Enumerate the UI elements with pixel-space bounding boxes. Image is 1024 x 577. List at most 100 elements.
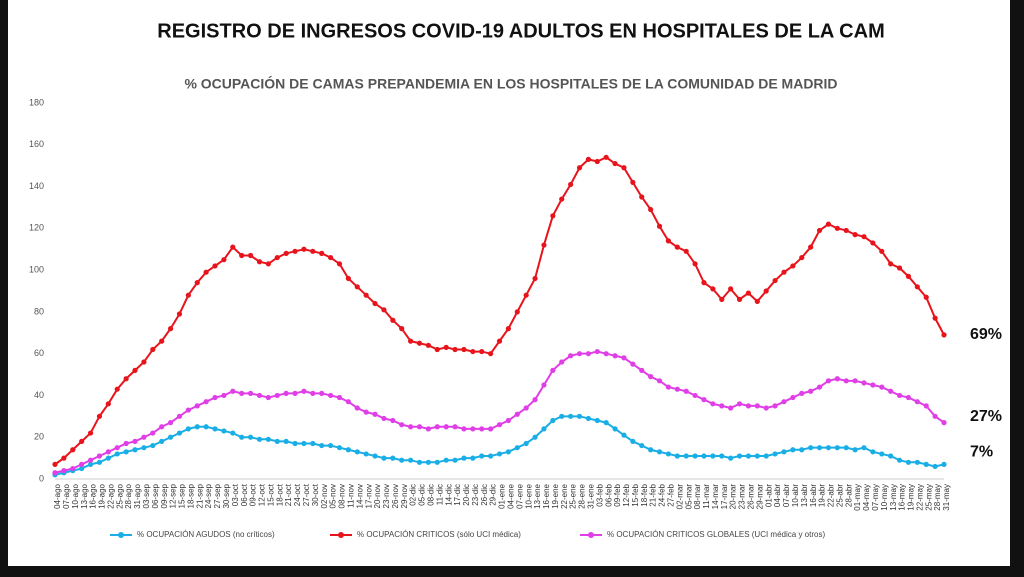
data-point — [185, 426, 191, 432]
data-point — [123, 376, 129, 382]
data-point — [167, 434, 174, 440]
x-tick-label: 31-may — [942, 484, 951, 511]
x-tick-label: 08-mar — [693, 484, 702, 510]
data-point — [185, 292, 191, 298]
data-point — [176, 311, 183, 317]
data-point — [630, 438, 636, 444]
x-tick-label: 21-oct — [284, 483, 293, 506]
data-point — [870, 382, 876, 388]
data-point — [905, 394, 912, 401]
data-point — [479, 426, 485, 432]
data-point — [941, 332, 947, 338]
data-point — [763, 288, 769, 294]
data-point — [781, 399, 787, 405]
end-label: 69% — [970, 326, 1002, 343]
x-tick-label: 19-may — [907, 484, 916, 511]
x-tick-label: 26-dic — [480, 484, 489, 506]
panel — [8, 0, 1010, 566]
x-tick-label: 13-ene — [533, 483, 542, 508]
data-point — [408, 338, 414, 344]
data-point — [825, 445, 832, 451]
data-point — [603, 420, 609, 426]
data-point — [79, 465, 85, 472]
data-point — [612, 160, 618, 167]
data-point — [96, 459, 103, 465]
data-point — [621, 432, 627, 438]
data-point — [763, 405, 769, 411]
data-point — [594, 417, 600, 424]
data-point — [710, 286, 716, 292]
data-point — [390, 317, 396, 323]
data-point — [461, 346, 467, 353]
data-point — [656, 223, 663, 229]
data-point — [674, 244, 680, 250]
x-tick-label: 04-ene — [506, 483, 515, 508]
data-point — [754, 453, 760, 459]
x-tick-label: 24-feb — [658, 483, 667, 506]
data-point — [550, 417, 556, 424]
data-point — [488, 351, 494, 357]
legend-label: % OCUPACIÓN AGUDOS (no críticos) — [137, 530, 275, 539]
data-point — [239, 434, 245, 440]
x-tick-label: 06-feb — [604, 483, 613, 506]
x-tick-label: 28-may — [933, 484, 942, 511]
data-point — [683, 388, 689, 394]
x-tick-label: 09-sep — [160, 483, 169, 508]
x-tick-label: 23-dic — [471, 484, 480, 506]
data-point — [221, 392, 227, 399]
x-tick-label: 07-ene — [515, 483, 524, 508]
data-point — [523, 292, 529, 298]
data-point — [292, 248, 298, 254]
data-point — [488, 453, 494, 459]
x-tick-label: 06-sep — [151, 483, 160, 508]
legend-label: % OCUPACIÓN CRITICOS GLOBALES (UCI médic… — [607, 530, 825, 539]
data-point — [532, 397, 538, 403]
data-point — [594, 348, 600, 355]
data-point — [283, 390, 289, 396]
end-label: 27% — [970, 408, 1002, 425]
data-point — [932, 315, 938, 321]
data-point — [221, 257, 227, 263]
data-point — [799, 390, 805, 396]
data-point — [381, 415, 387, 422]
data-point — [559, 413, 565, 419]
data-point — [239, 252, 245, 259]
data-point — [559, 196, 565, 202]
data-point — [523, 440, 529, 447]
data-point — [656, 378, 663, 384]
data-point — [692, 392, 698, 399]
y-tick-label: 80 — [34, 306, 44, 316]
data-point — [701, 397, 707, 403]
x-tick-label: 24-sep — [204, 483, 213, 508]
data-point — [159, 438, 165, 444]
data-point — [621, 165, 627, 171]
data-point — [772, 277, 778, 284]
x-tick-label: 10-may — [880, 484, 889, 511]
x-tick-label: 03-feb — [595, 483, 604, 506]
data-point — [639, 442, 645, 449]
data-point — [763, 453, 769, 459]
data-point — [692, 453, 698, 459]
data-point — [914, 399, 920, 405]
data-point — [452, 346, 458, 353]
data-point — [132, 438, 138, 444]
data-point — [141, 434, 147, 440]
data-point — [505, 449, 511, 455]
data-point — [665, 451, 672, 457]
data-point — [550, 213, 556, 219]
data-point — [612, 426, 618, 432]
data-point — [550, 367, 556, 373]
data-point — [888, 388, 894, 394]
data-point — [674, 453, 680, 459]
data-point — [790, 447, 796, 453]
data-point — [61, 455, 67, 461]
data-point — [310, 390, 316, 396]
data-point — [96, 413, 103, 419]
data-point — [256, 392, 263, 399]
data-point — [265, 261, 271, 267]
x-tick-label: 27-feb — [667, 483, 676, 506]
x-tick-label: 15-oct — [266, 483, 275, 506]
data-point — [576, 165, 583, 171]
data-point — [345, 447, 351, 453]
